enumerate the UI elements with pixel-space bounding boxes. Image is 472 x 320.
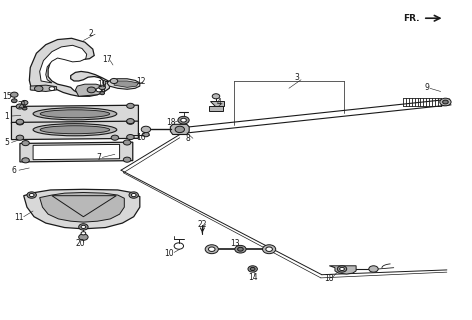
Circle shape: [81, 225, 86, 228]
Circle shape: [16, 119, 24, 124]
Circle shape: [100, 92, 105, 95]
Circle shape: [262, 245, 276, 254]
Polygon shape: [30, 85, 57, 92]
Polygon shape: [107, 79, 140, 89]
Text: 10: 10: [165, 250, 174, 259]
Text: 13: 13: [230, 239, 240, 248]
Circle shape: [16, 120, 24, 125]
Circle shape: [131, 194, 136, 197]
Text: FR.: FR.: [403, 14, 420, 23]
Text: 19: 19: [97, 80, 107, 89]
Text: 5: 5: [4, 138, 9, 147]
Text: 9: 9: [424, 83, 429, 92]
Polygon shape: [114, 81, 138, 87]
Polygon shape: [329, 266, 356, 274]
Ellipse shape: [33, 108, 117, 120]
Circle shape: [10, 92, 18, 97]
Text: 16: 16: [136, 132, 146, 141]
Text: 6: 6: [12, 166, 17, 175]
Circle shape: [235, 245, 246, 253]
Text: 17: 17: [102, 55, 112, 64]
Polygon shape: [11, 121, 138, 140]
Polygon shape: [24, 189, 140, 229]
Circle shape: [79, 224, 88, 230]
Circle shape: [340, 268, 345, 270]
Text: 12: 12: [136, 77, 146, 86]
Text: 18: 18: [325, 274, 334, 283]
Text: 4: 4: [216, 98, 221, 107]
Circle shape: [123, 157, 131, 162]
Circle shape: [11, 99, 17, 103]
Circle shape: [34, 86, 43, 92]
Circle shape: [111, 135, 118, 140]
Circle shape: [126, 134, 134, 140]
Circle shape: [126, 119, 134, 124]
Text: 18: 18: [167, 118, 176, 127]
Circle shape: [22, 107, 27, 110]
Polygon shape: [170, 124, 189, 134]
Polygon shape: [210, 101, 224, 106]
Text: 7: 7: [96, 153, 101, 162]
Circle shape: [369, 266, 378, 272]
Circle shape: [248, 266, 257, 272]
Polygon shape: [33, 144, 119, 160]
Text: 1: 1: [4, 112, 9, 121]
Circle shape: [22, 140, 29, 146]
Circle shape: [22, 158, 29, 163]
Circle shape: [16, 135, 24, 140]
Circle shape: [250, 268, 255, 270]
Circle shape: [181, 118, 186, 122]
Circle shape: [123, 140, 131, 145]
Circle shape: [99, 85, 106, 90]
Polygon shape: [76, 84, 105, 96]
Text: 21: 21: [17, 101, 27, 110]
Text: 14: 14: [248, 273, 258, 282]
Circle shape: [175, 126, 185, 132]
Polygon shape: [40, 45, 87, 83]
Text: 11: 11: [14, 213, 24, 222]
Circle shape: [79, 234, 88, 240]
Circle shape: [209, 247, 215, 252]
Ellipse shape: [33, 124, 117, 136]
Circle shape: [81, 232, 86, 235]
Circle shape: [143, 132, 149, 137]
Circle shape: [237, 247, 243, 251]
Text: 22: 22: [198, 220, 207, 229]
Polygon shape: [11, 105, 138, 124]
Circle shape: [49, 87, 55, 91]
Circle shape: [87, 87, 96, 93]
Circle shape: [205, 245, 219, 254]
Circle shape: [440, 98, 451, 106]
Circle shape: [266, 247, 272, 252]
Text: 20: 20: [76, 239, 85, 248]
Circle shape: [110, 78, 118, 84]
Polygon shape: [29, 38, 110, 96]
Circle shape: [27, 192, 36, 198]
Polygon shape: [40, 193, 124, 222]
Circle shape: [337, 266, 347, 272]
Circle shape: [212, 94, 220, 99]
Text: 15: 15: [2, 92, 12, 101]
Circle shape: [96, 88, 102, 92]
Circle shape: [141, 126, 151, 132]
Circle shape: [16, 104, 24, 109]
Ellipse shape: [40, 126, 110, 134]
Polygon shape: [209, 106, 223, 111]
Circle shape: [129, 192, 138, 198]
Text: 3: 3: [295, 73, 300, 82]
Polygon shape: [20, 142, 133, 162]
Circle shape: [29, 194, 34, 197]
Text: 2: 2: [88, 29, 93, 38]
Text: 8: 8: [186, 134, 191, 143]
Circle shape: [126, 119, 134, 124]
Circle shape: [126, 103, 134, 108]
Circle shape: [21, 100, 28, 105]
Circle shape: [443, 100, 448, 104]
Ellipse shape: [40, 110, 110, 118]
Circle shape: [178, 116, 189, 124]
